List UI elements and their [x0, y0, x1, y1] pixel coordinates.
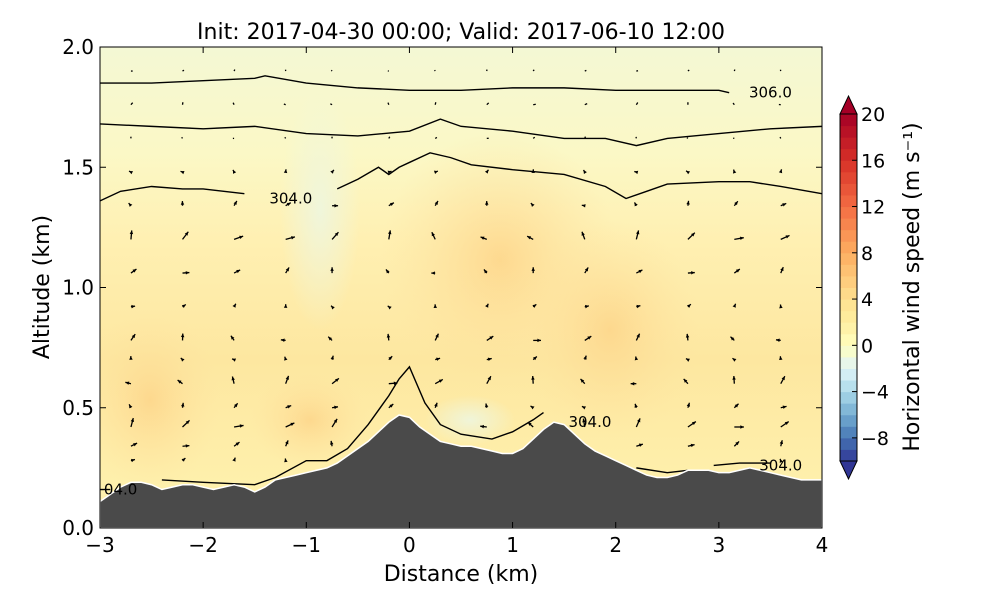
- wind-arrow: [687, 138, 688, 139]
- colorbar-band: [840, 322, 857, 334]
- colorbar-band: [840, 114, 857, 126]
- colorbar-band: [840, 264, 857, 276]
- colorbar-band: [840, 449, 857, 461]
- colorbar-band: [840, 149, 857, 161]
- colorbar-band: [840, 137, 857, 149]
- colorbar-extend-max: [840, 96, 857, 114]
- wind-arrow: [330, 104, 332, 105]
- colorbar-band: [840, 380, 857, 392]
- wind-arrow: [183, 70, 184, 71]
- colorbar-band: [840, 276, 857, 288]
- colorbar-band: [840, 126, 857, 138]
- colorbar-tick-label: −8: [861, 428, 889, 450]
- x-tick-label: 1: [506, 533, 519, 557]
- contour-label: 304.0: [568, 413, 611, 431]
- colorbar: −8 −4 0 4 8 12 16 20: [840, 96, 889, 479]
- y-tick-label: 1.0: [62, 276, 94, 300]
- plot-area: 306.0 304.0 304.0 04.0 304.0: [80, 47, 822, 528]
- wind-arrow: [585, 70, 587, 71]
- colorbar-band: [840, 218, 857, 230]
- cool-region: [280, 90, 360, 330]
- wind-arrow: [331, 70, 332, 71]
- colorbar-extend-min: [840, 461, 857, 479]
- wind-arrow: [389, 137, 390, 139]
- x-tick-label: −1: [292, 533, 321, 557]
- chart-title: Init: 2017-04-30 00:00; Valid: 2017-06-1…: [197, 20, 725, 45]
- x-tick-label: 0: [403, 533, 416, 557]
- contour-label: 04.0: [104, 481, 137, 499]
- colorbar-band: [840, 426, 857, 438]
- colorbar-band: [840, 299, 857, 311]
- x-tick-label: 4: [816, 533, 829, 557]
- wind-arrow: [388, 103, 389, 105]
- wind-arrow: [780, 137, 781, 138]
- y-tick-label: 2.0: [62, 35, 94, 59]
- cool-region: [425, 395, 515, 445]
- warm-region: [520, 220, 700, 440]
- colorbar-band: [840, 253, 857, 265]
- colorbar-tick-label: 4: [861, 289, 873, 311]
- wind-arrow: [182, 137, 183, 138]
- wind-arrow: [285, 137, 286, 138]
- colorbar-band: [840, 172, 857, 184]
- colorbar-tick-label: 0: [861, 335, 873, 357]
- colorbar-band: [840, 438, 857, 450]
- colorbar-band: [840, 403, 857, 415]
- y-tick-label: 0.5: [62, 396, 94, 420]
- x-tick-label: 2: [609, 533, 622, 557]
- y-tick-label: 0.0: [62, 516, 94, 540]
- wind-arrow: [233, 103, 234, 105]
- colorbar-band: [840, 195, 857, 207]
- colorbar-tick-label: −4: [861, 382, 889, 404]
- contour-label: 304.0: [269, 190, 312, 208]
- colorbar-band: [840, 345, 857, 357]
- colorbar-band: [840, 415, 857, 427]
- warm-region: [80, 310, 220, 490]
- colorbar-band: [840, 357, 857, 369]
- colorbar-band: [840, 288, 857, 300]
- wind-arrow: [435, 102, 436, 104]
- colorbar-band: [840, 241, 857, 253]
- colorbar-label: Horizontal wind speed (m s⁻¹): [900, 122, 925, 451]
- x-axis-label: Distance (km): [384, 562, 539, 587]
- colorbar-band: [840, 311, 857, 323]
- wind-arrow: [533, 70, 534, 71]
- contour-label: 306.0: [749, 84, 792, 102]
- colorbar-band: [840, 334, 857, 346]
- colorbar-band: [840, 230, 857, 242]
- y-tick-label: 1.5: [62, 155, 94, 179]
- wind-arrow: [234, 70, 235, 71]
- contour-label: 304.0: [759, 456, 802, 474]
- wind-arrow: [435, 137, 437, 138]
- x-tick-label: 3: [712, 533, 725, 557]
- colorbar-band: [840, 160, 857, 172]
- y-axis-label: Altitude (km): [30, 215, 55, 359]
- colorbar-tick-label: 12: [861, 197, 885, 219]
- colorbar-band: [840, 183, 857, 195]
- colorbar-tick-label: 16: [861, 150, 885, 172]
- x-tick-label: −2: [188, 533, 217, 557]
- colorbar-band: [840, 392, 857, 404]
- colorbar-tick-label: 8: [861, 243, 873, 265]
- wind-arrow: [734, 70, 735, 71]
- colorbar-band: [840, 207, 857, 219]
- wind-arrow: [688, 70, 689, 71]
- wind-arrow: [284, 104, 286, 105]
- colorbar-tick-label: 20: [861, 104, 885, 126]
- wind-arrow: [435, 70, 436, 71]
- colorbar-band: [840, 368, 857, 380]
